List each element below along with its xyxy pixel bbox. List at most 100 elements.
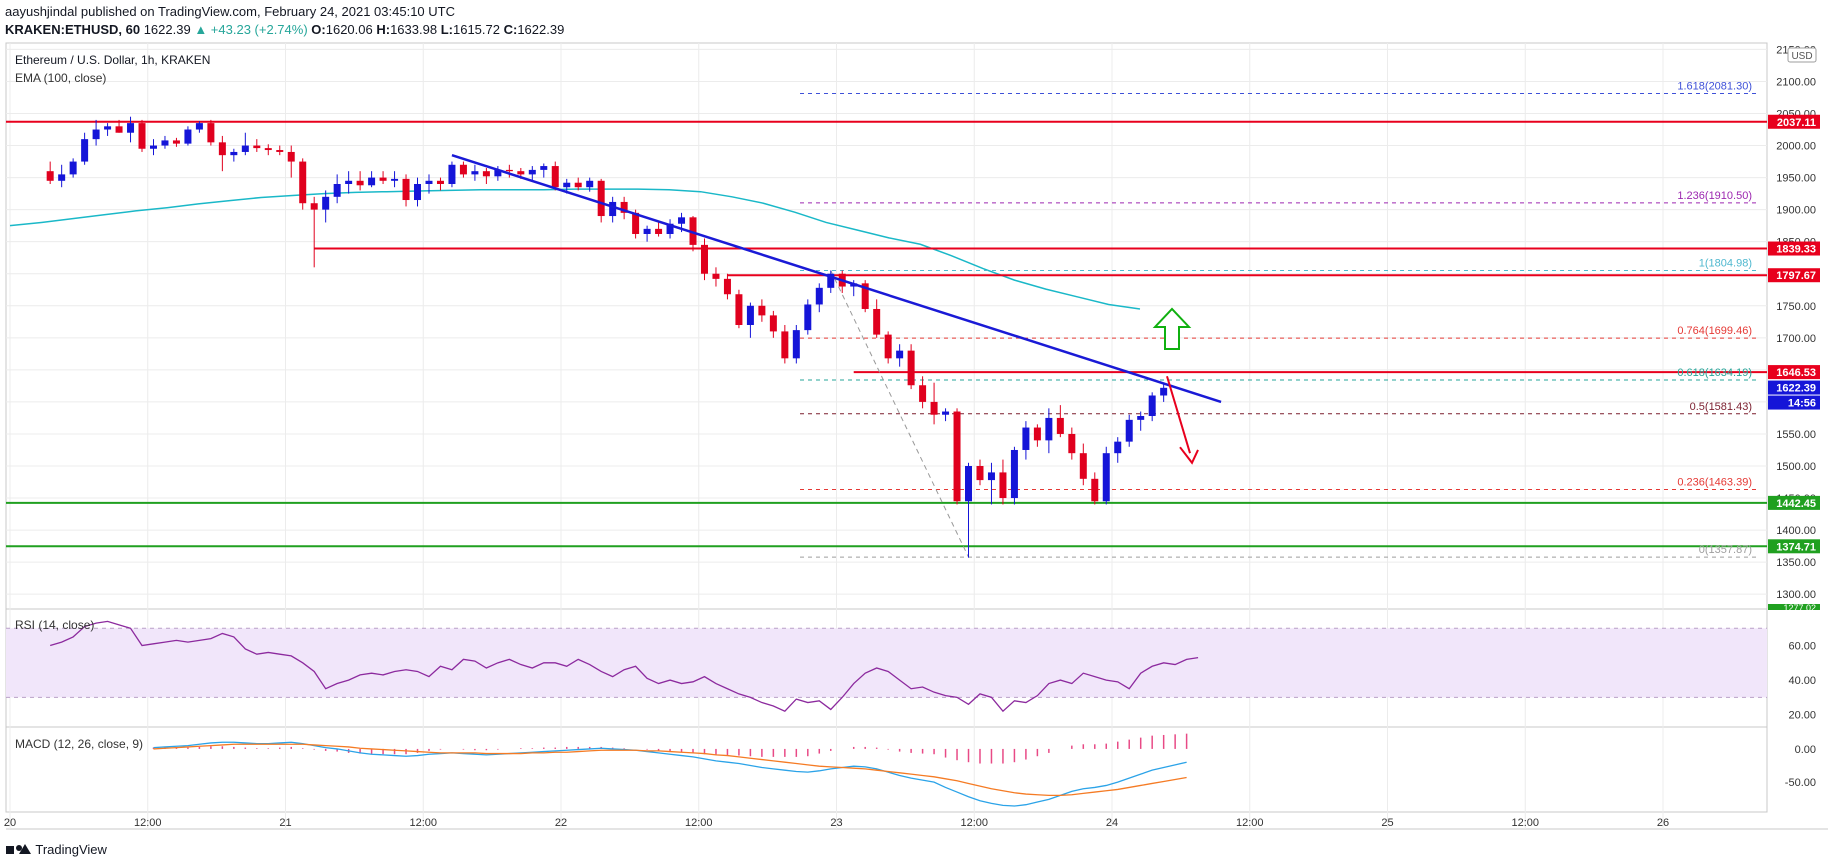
candle-body [987, 472, 995, 481]
candle-body [942, 411, 950, 415]
macd-y-tick-label: -50.00 [1785, 777, 1816, 789]
level-badge [1768, 365, 1820, 380]
y-tick-label: 2100.00 [1776, 76, 1816, 88]
brand-name[interactable]: TradingView [35, 842, 107, 857]
candle-body [46, 171, 54, 181]
candle-body [402, 178, 410, 201]
up-arrow-icon [1152, 307, 1192, 350]
candle-body [379, 177, 387, 181]
candle-body [655, 228, 663, 234]
rsi-y-tick-label: 40.00 [1788, 675, 1816, 687]
candle-body [678, 217, 686, 224]
candle-body [241, 145, 249, 152]
rsi-line [49, 620, 1199, 713]
candle-body [1160, 387, 1168, 396]
candle-body [896, 350, 904, 359]
candle-body [127, 123, 135, 133]
y-tick-label: 1400.00 [1776, 525, 1816, 537]
candle-body [459, 164, 467, 175]
candle-body [712, 273, 720, 279]
countdown-label: 14:56 [1788, 398, 1816, 410]
level-badge [1768, 268, 1820, 283]
candle-body [138, 123, 146, 149]
candle-body [861, 283, 869, 309]
last-price-value: 1622.39 [143, 22, 191, 37]
candle-body [1045, 417, 1053, 441]
fib-level-label: 1.618(2081.30) [1677, 80, 1752, 92]
fib-level-label: 0(1357.87) [1699, 544, 1752, 556]
candle-body [333, 184, 341, 197]
open-label: O: [311, 22, 326, 37]
candle-body [505, 169, 513, 172]
candle-body [207, 123, 215, 143]
trend-line [451, 153, 1222, 404]
x-tick-label: 22 [555, 817, 567, 829]
level-badge [1768, 495, 1820, 510]
y-tick-label: 1550.00 [1776, 429, 1816, 441]
candle-body [494, 169, 502, 177]
candle-body [69, 161, 77, 175]
fib-level-label: 1(1804.98) [1699, 258, 1752, 270]
candle-body [161, 140, 169, 146]
fib-level-label: 0.764(1699.46) [1677, 325, 1752, 337]
rsi-y-tick-label: 20.00 [1788, 710, 1816, 722]
candle-body [563, 182, 571, 188]
candle-body [1056, 417, 1064, 434]
candle-body [586, 180, 594, 188]
level-badge-label: 2037.11 [1777, 117, 1816, 129]
candle-body [735, 294, 743, 325]
candle-body [276, 150, 284, 152]
y-tick-label: 2000.00 [1776, 141, 1816, 153]
candle-body [1137, 416, 1145, 420]
close-value: 1622.39 [517, 22, 565, 37]
level-badge-label: 1374.71 [1776, 541, 1816, 553]
x-tick-label: 26 [1657, 817, 1669, 829]
candle-body [149, 145, 157, 149]
x-tick-label: 23 [830, 817, 842, 829]
candle-body [700, 244, 708, 274]
down-arrow-head-icon [1179, 446, 1199, 465]
x-tick-label: 12:00 [134, 817, 162, 829]
candle-body [356, 180, 364, 186]
symbol-label[interactable]: KRAKEN:ETHUSD, 60 [5, 22, 141, 37]
partial-badge-label: 1277.02 [1783, 603, 1816, 613]
level-badge [1768, 114, 1820, 129]
rsi-y-tick-label: 60.00 [1788, 641, 1816, 653]
level-badge-label: 1646.53 [1776, 367, 1816, 379]
candle-body [172, 140, 180, 144]
rsi-legend: RSI (14, close) [15, 618, 94, 632]
x-tick-label: 24 [1106, 817, 1118, 829]
candle-body [965, 466, 973, 502]
candle-body [999, 472, 1007, 499]
candle-body [976, 466, 984, 481]
x-tick-label: 21 [279, 817, 291, 829]
x-tick-label: 12:00 [685, 817, 713, 829]
currency-label: USD [1791, 51, 1812, 62]
candle-body [873, 308, 881, 335]
candle-body [471, 171, 479, 175]
candle-body [919, 385, 927, 402]
candle-body [1068, 433, 1076, 454]
candle-body [195, 123, 203, 130]
y-tick-label: 1700.00 [1776, 333, 1816, 345]
low-label: L: [440, 22, 453, 37]
candle-body [528, 169, 536, 175]
y-tick-label: 1300.00 [1776, 589, 1816, 601]
fib-anchor-line [830, 270, 969, 558]
candle-body [609, 201, 617, 217]
ema-100-line [9, 188, 1141, 310]
footer: TradingView [6, 842, 107, 857]
x-tick-label: 12:00 [960, 817, 988, 829]
candle-body [1148, 395, 1156, 417]
fib-level-label: 0.236(1463.39) [1677, 476, 1752, 488]
candle-body [218, 142, 226, 156]
change-value: ▲ +43.23 (+2.74%) [194, 22, 308, 37]
last-price-badge [1768, 380, 1820, 395]
candle-body [666, 223, 674, 234]
low-value: 1615.72 [452, 22, 500, 37]
plot-frame [5, 42, 1768, 813]
level-badge [1768, 241, 1820, 256]
candle-body [1102, 453, 1110, 502]
ohlc-line: KRAKEN:ETHUSD, 60 1622.39 ▲ +43.23 (+2.7… [5, 22, 564, 37]
